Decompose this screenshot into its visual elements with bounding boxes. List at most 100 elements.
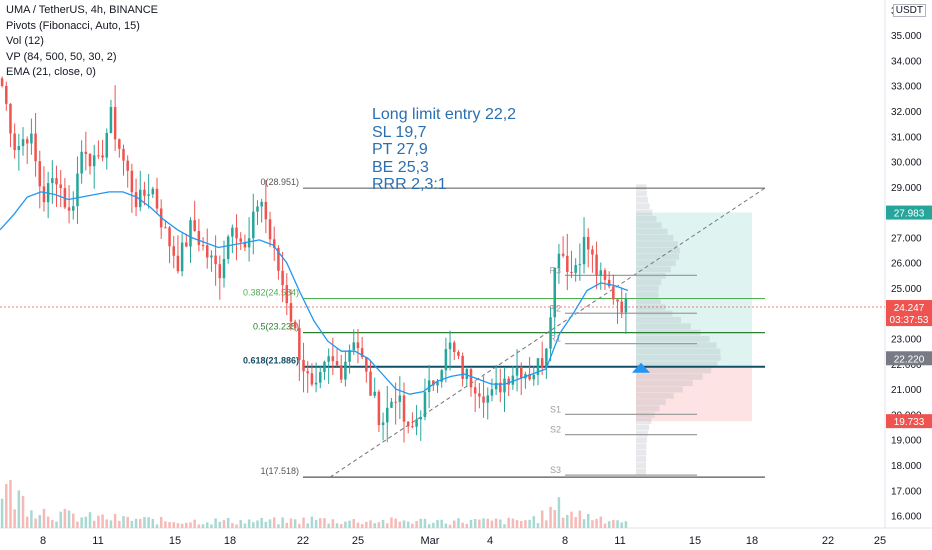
candle-up <box>557 253 561 268</box>
candle-up <box>327 356 330 362</box>
volume-bar <box>607 521 611 528</box>
volume-profile-bar <box>636 462 647 469</box>
note-profit-target: PT 27,9 <box>372 141 428 158</box>
candle-down <box>339 365 343 380</box>
volume-bar <box>503 524 506 528</box>
candle-up <box>381 422 385 426</box>
candle-down <box>306 371 309 374</box>
candle-up <box>599 270 603 276</box>
time-tick-label: 4 <box>487 535 493 547</box>
indicator-ema[interactable]: EMA (21, close, 0) <box>6 66 96 78</box>
volume-bar <box>377 522 381 528</box>
candle-up <box>532 374 536 380</box>
price-tick-label: 27.000 <box>891 233 922 244</box>
price-tick-label: 16.000 <box>891 512 922 523</box>
candle-up <box>348 350 351 362</box>
volume-bar <box>402 520 406 528</box>
candle-down <box>264 201 268 220</box>
candle-up <box>490 389 494 396</box>
price-tag-background <box>886 414 932 429</box>
candle-down <box>595 254 598 276</box>
candle-down <box>235 227 238 239</box>
candle-up <box>578 264 582 266</box>
candle-up <box>260 201 263 207</box>
volume-bar <box>92 520 96 528</box>
entry-marker <box>632 362 650 373</box>
note-risk-reward: RRR 2,3:1 <box>372 176 447 193</box>
volume-bar <box>423 518 427 528</box>
price-tag-label: 19.733 <box>894 417 925 428</box>
candle-down <box>285 285 289 304</box>
volume-profile-bar <box>636 209 653 216</box>
candle-down <box>193 220 196 232</box>
volume-bar <box>578 510 582 528</box>
volume-bar <box>549 506 552 528</box>
candle-up <box>503 378 506 393</box>
note-stop-loss: SL 19,7 <box>372 123 427 141</box>
candle-down <box>164 227 167 229</box>
fib-level-label: 0.618(21.886) <box>243 356 299 366</box>
volume-bar <box>457 518 460 528</box>
time-tick-label: Mar <box>421 535 440 547</box>
candle-up <box>419 417 423 420</box>
time-tick-label: 18 <box>224 535 236 547</box>
volume-profile-bar <box>636 456 647 462</box>
currency-unit-label[interactable]: USDT <box>892 4 926 17</box>
volume-bar <box>331 519 335 528</box>
volume-bar <box>612 520 615 528</box>
price-tag: 22.220 <box>886 351 932 366</box>
volume-bar <box>231 523 234 528</box>
time-tick-label: 18 <box>746 535 758 547</box>
volume-bar <box>13 509 16 528</box>
volume-profile-bar <box>636 424 650 431</box>
volume-bar <box>51 520 54 528</box>
candle-down <box>293 321 297 329</box>
price-tag: 19.733 <box>886 414 932 429</box>
candle-down <box>88 153 92 167</box>
candle-down <box>118 139 121 149</box>
volume-bar <box>482 518 485 528</box>
time-tick-label: 25 <box>352 535 364 547</box>
pivot-label: S1 <box>550 404 561 414</box>
volume-bar <box>314 519 318 528</box>
volume-bar <box>540 510 544 528</box>
volume-bar <box>185 522 188 528</box>
price-tag: 03:37:53 <box>886 312 932 327</box>
candle-down <box>55 178 58 185</box>
indicator-volume-profile[interactable]: VP (84, 500, 50, 30, 2) <box>6 50 117 63</box>
candle-down <box>13 133 16 151</box>
volume-bar <box>88 512 92 528</box>
candle-up <box>436 381 439 386</box>
candle-up <box>352 342 356 351</box>
volume-profile-bar <box>636 437 647 443</box>
volume-profile-bar <box>636 260 676 266</box>
volume-bar <box>603 523 607 528</box>
volume-bar <box>511 518 515 528</box>
candle-down <box>356 342 360 349</box>
volume-bar <box>599 516 603 528</box>
candle-down <box>377 391 381 426</box>
candle-down <box>540 358 544 368</box>
candle-up <box>252 211 255 239</box>
candle-down <box>302 359 305 372</box>
candle-down <box>570 271 573 273</box>
volume-profile-bar <box>636 196 648 203</box>
candle-down <box>607 279 611 287</box>
volume-profile-bar <box>636 386 683 393</box>
candle-down <box>155 188 159 209</box>
volume-bar <box>72 513 75 528</box>
volume-bar <box>515 520 519 528</box>
trade-note[interactable]: Long limit entry 22,2 SL 19,7 PT 27,9 BE… <box>372 106 516 194</box>
indicator-pivots[interactable]: Pivots (Fibonacci, Auto, 15) <box>6 19 140 32</box>
candle-down <box>38 161 42 187</box>
volume-bar <box>344 521 347 528</box>
symbol-title[interactable]: UMA / TetherUS, 4h, BINANCE <box>6 4 159 16</box>
candle-down <box>507 378 510 385</box>
volume-bar <box>252 522 255 528</box>
candle-down <box>469 369 473 388</box>
volume-bar <box>205 522 209 528</box>
volume-bar <box>507 517 510 528</box>
ema-line <box>0 191 629 395</box>
indicator-volume[interactable]: Vol (12) <box>6 35 44 47</box>
